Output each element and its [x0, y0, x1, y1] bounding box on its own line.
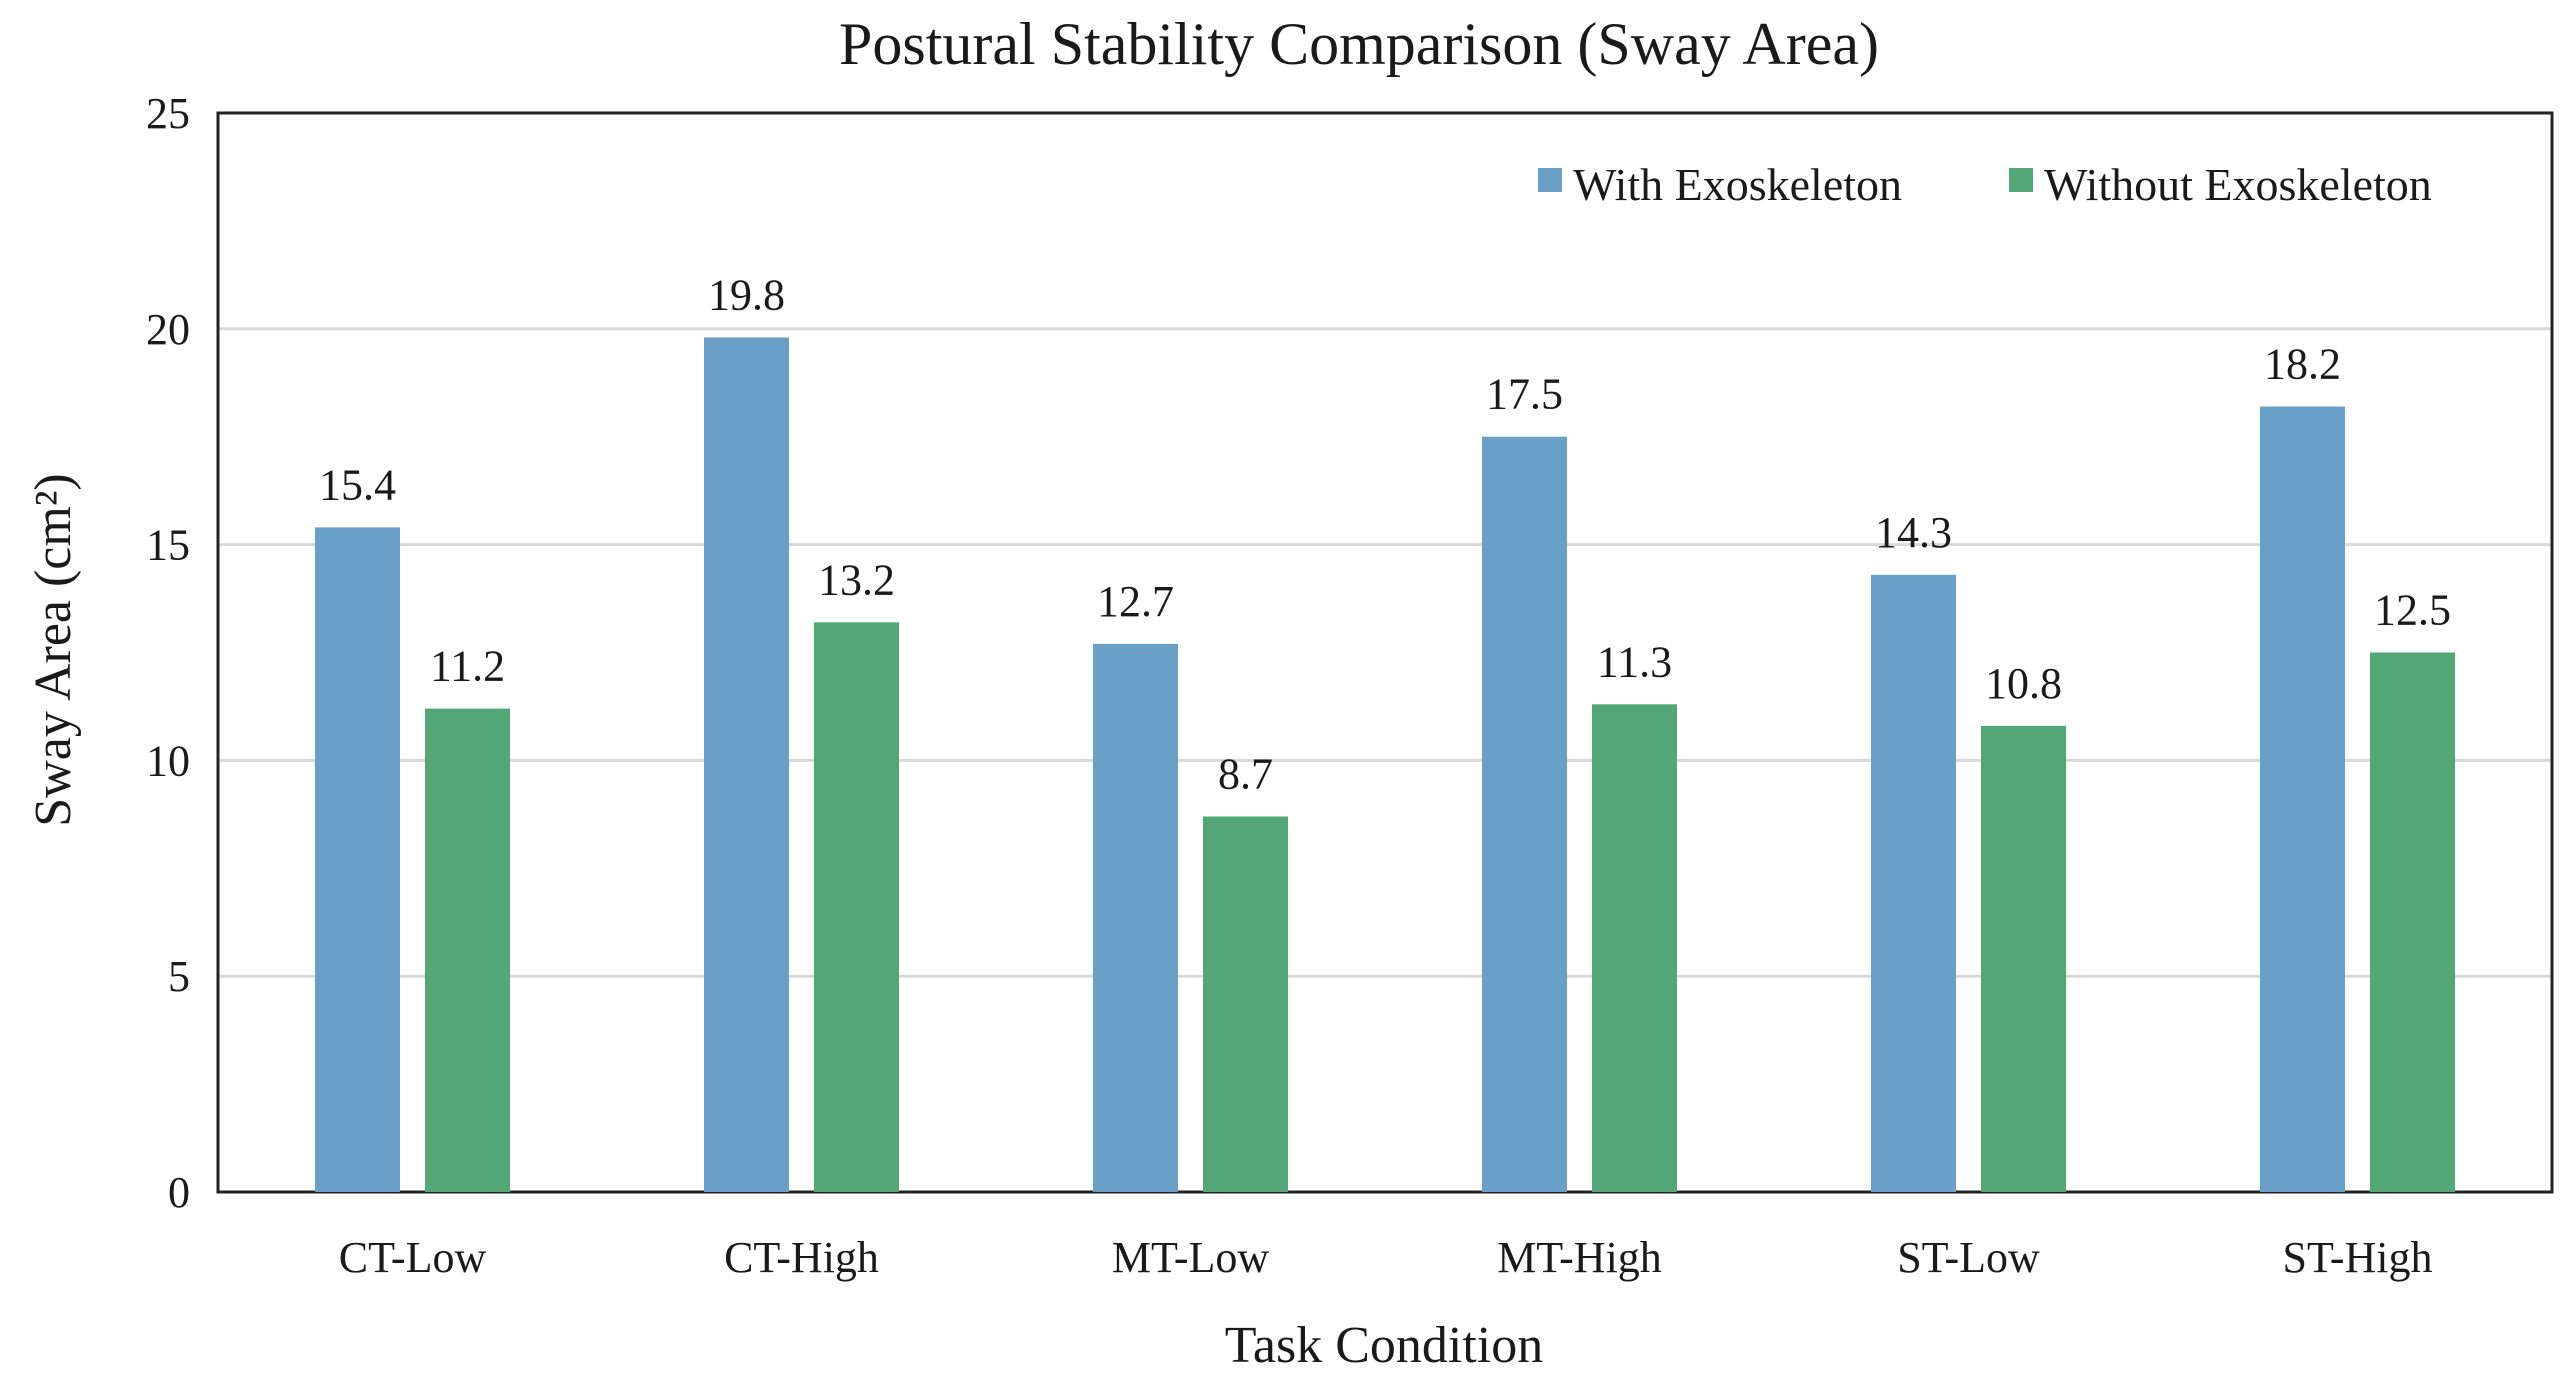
y-tick-label: 20	[146, 305, 190, 354]
data-label: 18.2	[2264, 339, 2341, 388]
x-tick-label: CT-Low	[339, 1233, 487, 1282]
gridlines	[218, 327, 2552, 978]
bar-with-exoskeleton	[2260, 406, 2345, 1192]
data-label: 11.3	[1597, 637, 1672, 686]
y-tick-label: 5	[168, 952, 190, 1001]
bar-without-exoskeleton	[814, 622, 899, 1192]
bar-without-exoskeleton	[2370, 652, 2455, 1192]
bar-series	[315, 337, 2455, 1192]
bar-without-exoskeleton	[1592, 704, 1677, 1192]
bar-without-exoskeleton	[1981, 725, 2066, 1192]
legend-label-without-exoskeleton: Without Exoskeleton	[2044, 159, 2432, 210]
data-label: 12.7	[1097, 577, 1174, 626]
x-tick-label: ST-Low	[1897, 1233, 2040, 1282]
bar-with-exoskeleton	[1871, 574, 1956, 1192]
x-tick-label: MT-High	[1497, 1233, 1662, 1282]
data-label: 8.7	[1218, 750, 1273, 799]
legend: With Exoskeleton Without Exoskeleton	[1538, 159, 2432, 210]
data-label: 15.4	[319, 460, 396, 509]
x-axis-title: Task Condition	[1225, 1317, 1543, 1374]
legend-label-with-exoskeleton: With Exoskeleton	[1573, 159, 1902, 210]
y-axis-title: Sway Area (cm²)	[25, 473, 82, 826]
x-tick-label: MT-Low	[1112, 1233, 1269, 1282]
y-axis-ticks: 0 5 10 15 20 25	[146, 89, 190, 1217]
data-label: 10.8	[1985, 659, 2062, 708]
bar-with-exoskeleton	[315, 527, 400, 1192]
x-tick-label: ST-High	[2283, 1233, 2433, 1282]
legend-swatch-with-exoskeleton	[1538, 168, 1562, 192]
y-tick-label: 10	[146, 736, 190, 785]
x-axis-ticks: CT-Low CT-High MT-Low MT-High ST-Low ST-High	[339, 1233, 2433, 1282]
x-tick-label: CT-High	[724, 1233, 879, 1282]
legend-swatch-without-exoskeleton	[2009, 168, 2033, 192]
data-label: 17.5	[1486, 370, 1563, 419]
chart-title: Postural Stability Comparison (Sway Area…	[839, 11, 1879, 77]
bar-with-exoskeleton	[704, 337, 789, 1192]
y-tick-label: 15	[146, 521, 190, 570]
bar-without-exoskeleton	[1203, 816, 1288, 1192]
bar-with-exoskeleton	[1482, 436, 1567, 1192]
data-label: 19.8	[708, 270, 785, 319]
bar-without-exoskeleton	[425, 708, 510, 1192]
data-label: 14.3	[1875, 508, 1952, 557]
data-label: 13.2	[818, 555, 895, 604]
data-label: 12.5	[2374, 586, 2451, 635]
y-tick-label: 25	[146, 89, 190, 138]
data-label: 11.2	[430, 642, 505, 691]
bar-with-exoskeleton	[1093, 643, 1178, 1192]
plot-area-frame	[216, 111, 2554, 1194]
data-labels: 15.4 11.2 19.8 13.2 12.7 8.7 17.5 11.3 14.3 10.8 1…	[319, 270, 2451, 798]
y-tick-label: 0	[168, 1168, 190, 1217]
